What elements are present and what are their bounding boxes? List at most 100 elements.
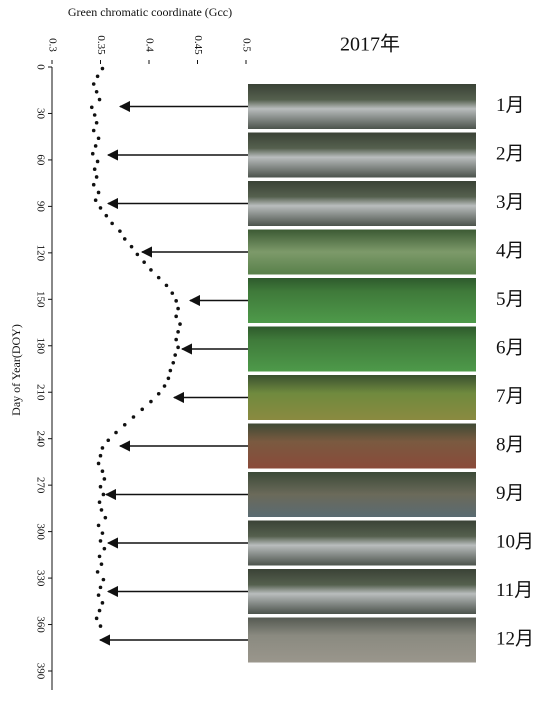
photo [248,278,476,323]
data-point [174,299,178,303]
month-label: 2月 [496,143,525,164]
data-point [123,423,127,427]
data-point [174,315,178,319]
month-label: 5月 [496,289,525,310]
data-point [90,105,94,109]
data-point [114,431,118,435]
x-tick-label: 0.4 [143,38,155,52]
data-point [94,198,98,202]
month-label: 10月 [496,531,534,552]
x-tick-label: 0.45 [192,35,204,55]
data-point [102,578,106,582]
chart-title: 2017年 [340,33,400,56]
month-label: 4月 [496,240,525,261]
y-tick-label: 240 [34,430,46,447]
photo [248,618,476,663]
x-tick-label: 0.35 [95,35,107,55]
data-point [132,415,136,419]
x-tick-label: 0.5 [240,38,252,52]
month-label: 11月 [496,580,533,601]
y-tick-label: 0 [34,64,46,70]
data-point [140,407,144,411]
data-point [97,524,101,528]
data-point [106,438,110,442]
month-label: 7月 [496,386,525,407]
data-point [100,508,104,512]
data-point [101,531,105,535]
data-point [98,555,102,559]
data-point [96,160,100,164]
data-point [92,129,96,133]
data-point [91,152,95,156]
data-point [142,260,146,264]
y-tick-label: 180 [34,338,46,355]
data-point [123,237,127,241]
data-point [97,136,101,140]
data-point [105,214,109,218]
data-point [118,229,122,233]
data-point [104,516,108,520]
data-point [136,253,140,257]
data-point [170,291,174,295]
month-label: 3月 [496,192,525,213]
data-point [100,562,104,566]
data-point [93,167,97,171]
data-point [169,369,173,373]
data-point [99,586,103,590]
y-tick-label: 360 [34,616,46,633]
data-point [96,570,100,574]
data-point [101,469,105,473]
photo [248,133,476,178]
y-tick-label: 30 [34,108,46,120]
data-point [95,90,99,94]
data-point [92,82,96,86]
y-tick-label: 90 [34,201,46,213]
data-point [167,376,171,380]
x-axis-label: Green chromatic coordinate (Gcc) [68,5,232,19]
month-label: 12月 [496,628,534,649]
photo [248,569,476,614]
data-point [149,400,153,404]
data-point [103,477,107,481]
data-point [99,454,103,458]
data-point [102,493,106,497]
data-point [98,609,102,613]
photo [248,521,476,566]
data-point [176,307,180,311]
data-point [101,446,105,450]
data-point [96,74,100,78]
data-point [157,392,161,396]
data-point [95,617,99,621]
data-point [93,113,97,117]
data-point [97,191,101,195]
photo [248,375,476,420]
data-point [130,245,134,249]
data-point [171,361,175,365]
photo [248,424,476,469]
data-point [99,539,103,543]
y-tick-label: 390 [34,663,46,680]
data-point [95,175,99,179]
photo [248,472,476,517]
data-point [98,98,102,102]
data-point [178,322,182,326]
y-tick-label: 330 [34,570,46,587]
data-point [103,547,107,551]
data-point [165,284,169,288]
data-point [173,353,177,357]
data-point [95,121,99,125]
photo [248,84,476,129]
data-point [157,276,161,280]
y-tick-label: 300 [34,523,46,540]
y-axis-label: Day of Year(DOY) [9,324,23,416]
data-point [99,624,103,628]
data-point [99,485,103,489]
data-point [94,144,98,148]
month-label: 6月 [496,337,525,358]
data-point [101,67,105,71]
y-tick-label: 60 [34,154,46,166]
data-point [101,601,105,605]
y-tick-label: 120 [34,245,46,262]
month-label: 1月 [496,95,525,116]
month-label: 8月 [496,434,525,455]
